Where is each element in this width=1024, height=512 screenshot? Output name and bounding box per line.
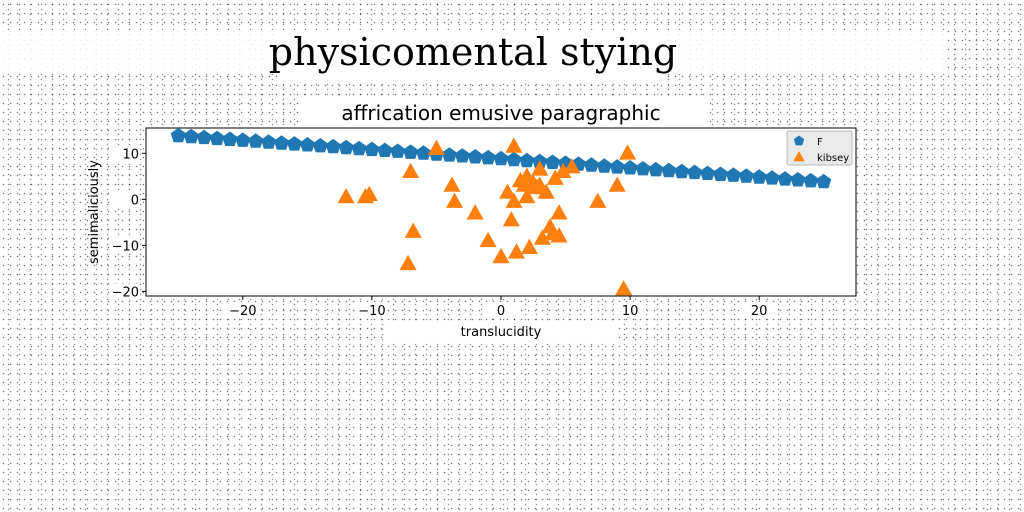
y-tick-label: −10 [112,239,139,254]
y-tick-label: 0 [131,193,139,208]
y-axis-label: semimaliciously [87,160,102,264]
x-tick-label: 10 [622,304,639,319]
legend-label: F [817,137,823,148]
x-tick-label: 20 [751,304,768,319]
y-tick-label: 10 [122,147,139,162]
chart-title: affrication emusive paragraphic [341,101,660,125]
x-axis-label: translucidity [461,325,542,340]
x-tick-label: −20 [229,304,256,319]
y-axis: −20 −10 0 10 [110,145,146,300]
x-tick-label: 0 [497,304,505,319]
y-tick-label: −20 [112,285,139,300]
x-axis: −20 −10 0 10 20 [227,296,775,319]
x-tick-label: −10 [358,304,385,319]
legend: Fkibsey [787,131,852,165]
legend-label: kibsey [817,153,849,164]
